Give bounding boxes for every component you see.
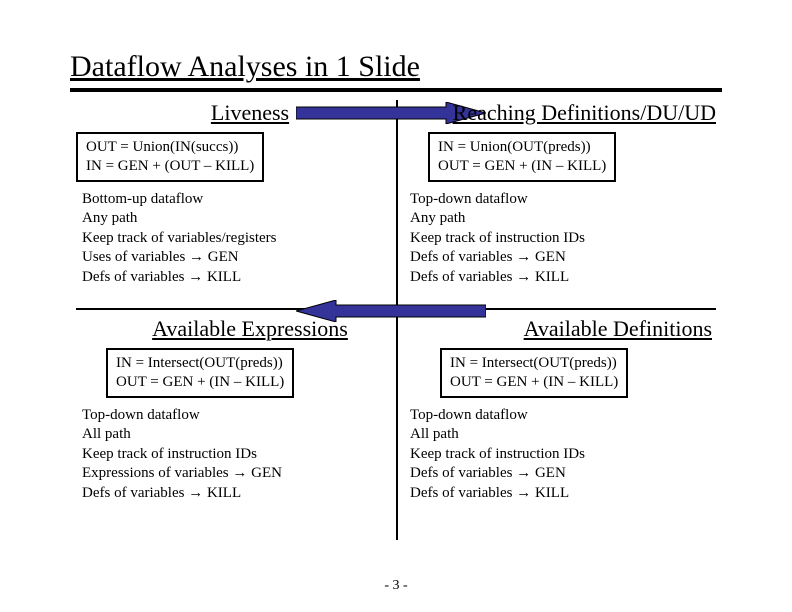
liveness-formula-1: OUT = Union(IN(succs)) <box>86 138 254 157</box>
avail-expr-formula-1: IN = Intersect(OUT(preds)) <box>116 354 284 373</box>
liveness-b5: Defs of variables → KILL <box>82 268 384 288</box>
avail-expr-b1: Top-down dataflow <box>82 406 384 426</box>
avail-def-b3: Keep track of instruction IDs <box>410 445 718 465</box>
avail-expr-formula-2: OUT = GEN + (IN – KILL) <box>116 373 284 392</box>
slide-title: Dataflow Analyses in 1 Slide <box>70 50 722 84</box>
avail-expr-b2: All path <box>82 425 384 445</box>
avail-def-formula-2: OUT = GEN + (IN – KILL) <box>450 373 618 392</box>
quadrant-avail-def: Available Definitions IN = Intersect(OUT… <box>398 316 718 503</box>
avail-def-b2: All path <box>410 425 718 445</box>
avail-def-formula-box: IN = Intersect(OUT(preds)) OUT = GEN + (… <box>440 348 628 398</box>
quadrant-reaching: Reaching Definitions/DU/UD IN = Union(OU… <box>398 100 718 287</box>
reaching-title: Reaching Definitions/DU/UD <box>410 100 718 126</box>
reaching-b4: Defs of variables → GEN <box>410 248 718 268</box>
avail-def-b4: Defs of variables → GEN <box>410 464 718 484</box>
liveness-bullets: Bottom-up dataflow Any path Keep track o… <box>76 190 384 288</box>
liveness-b2: Any path <box>82 209 384 229</box>
avail-expr-title: Available Expressions <box>76 316 384 342</box>
reaching-formula-box: IN = Union(OUT(preds)) OUT = GEN + (IN –… <box>428 132 616 182</box>
liveness-b4: Uses of variables → GEN <box>82 248 384 268</box>
reaching-b5: Defs of variables → KILL <box>410 268 718 288</box>
reaching-formula-2: OUT = GEN + (IN – KILL) <box>438 157 606 176</box>
avail-expr-b5: Defs of variables → KILL <box>82 484 384 504</box>
avail-def-bullets: Top-down dataflow All path Keep track of… <box>410 406 718 504</box>
avail-def-b1: Top-down dataflow <box>410 406 718 426</box>
quadrant-liveness: Liveness OUT = Union(IN(succs)) IN = GEN… <box>76 100 396 287</box>
reaching-b2: Any path <box>410 209 718 229</box>
reaching-b1: Top-down dataflow <box>410 190 718 210</box>
quadrant-grid: Liveness OUT = Union(IN(succs)) IN = GEN… <box>76 100 716 540</box>
quadrant-avail-expr: Available Expressions IN = Intersect(OUT… <box>76 316 396 503</box>
liveness-title: Liveness <box>76 100 384 126</box>
liveness-formula-2: IN = GEN + (OUT – KILL) <box>86 157 254 176</box>
avail-expr-b4: Expressions of variables → GEN <box>82 464 384 484</box>
avail-def-formula-1: IN = Intersect(OUT(preds)) <box>450 354 618 373</box>
avail-def-title: Available Definitions <box>410 316 718 342</box>
page-number: - 3 - <box>0 578 792 594</box>
reaching-formula-1: IN = Union(OUT(preds)) <box>438 138 606 157</box>
liveness-b1: Bottom-up dataflow <box>82 190 384 210</box>
avail-expr-formula-box: IN = Intersect(OUT(preds)) OUT = GEN + (… <box>106 348 294 398</box>
avail-expr-b3: Keep track of instruction IDs <box>82 445 384 465</box>
reaching-bullets: Top-down dataflow Any path Keep track of… <box>410 190 718 288</box>
avail-expr-bullets: Top-down dataflow All path Keep track of… <box>76 406 384 504</box>
title-rule <box>70 88 722 92</box>
liveness-formula-box: OUT = Union(IN(succs)) IN = GEN + (OUT –… <box>76 132 264 182</box>
avail-def-b5: Defs of variables → KILL <box>410 484 718 504</box>
reaching-b3: Keep track of instruction IDs <box>410 229 718 249</box>
liveness-b3: Keep track of variables/registers <box>82 229 384 249</box>
